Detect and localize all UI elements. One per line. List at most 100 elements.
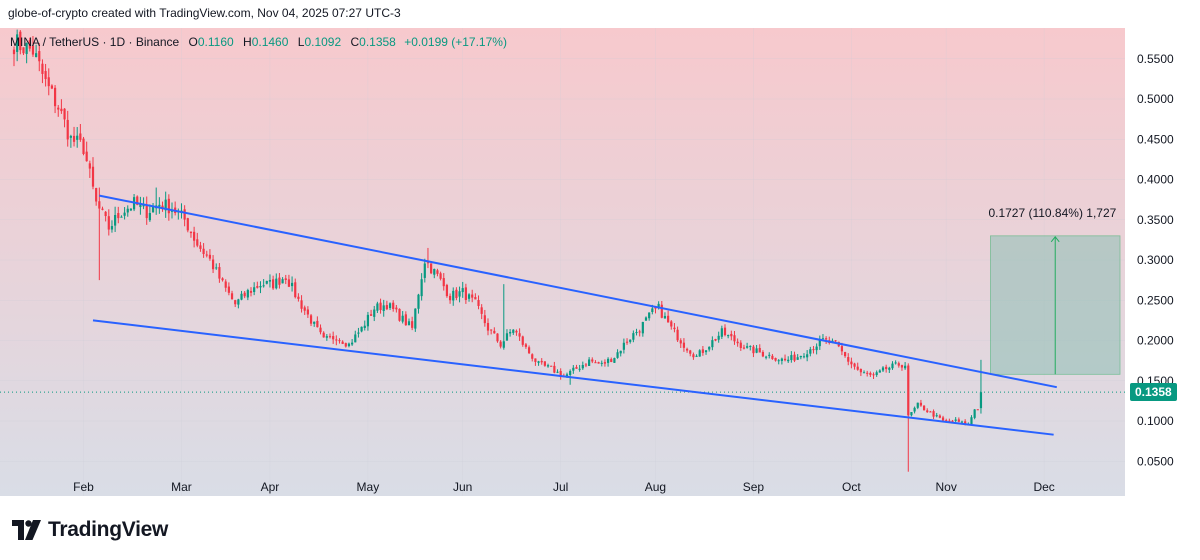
candle[interactable] <box>240 290 243 301</box>
candle[interactable] <box>445 283 449 298</box>
candle[interactable] <box>328 333 332 339</box>
candle[interactable] <box>360 326 363 333</box>
candle[interactable] <box>243 290 246 299</box>
candle[interactable] <box>474 293 477 300</box>
candle[interactable] <box>72 126 76 147</box>
candle[interactable] <box>812 345 815 354</box>
candle[interactable] <box>300 295 303 313</box>
candle[interactable] <box>31 36 35 57</box>
candle[interactable] <box>120 215 123 218</box>
candle[interactable] <box>335 335 338 346</box>
candle[interactable] <box>711 336 714 351</box>
candle[interactable] <box>872 372 875 379</box>
candle[interactable] <box>850 357 853 369</box>
candle[interactable] <box>559 368 562 380</box>
candle[interactable] <box>616 349 619 359</box>
candlestick-series[interactable] <box>12 29 983 472</box>
candle[interactable] <box>524 343 528 349</box>
candle[interactable] <box>531 353 534 362</box>
candle[interactable] <box>287 274 291 288</box>
candle[interactable] <box>404 311 407 326</box>
time-axis[interactable]: Feb Mar Apr May Jun Jul Aug Sep Oct Nov Dec <box>73 480 1055 494</box>
candle[interactable] <box>98 187 101 281</box>
candle[interactable] <box>521 335 524 347</box>
candle[interactable] <box>382 299 385 317</box>
candle[interactable] <box>613 357 616 363</box>
candle[interactable] <box>22 47 25 56</box>
candle[interactable] <box>768 352 771 359</box>
candle[interactable] <box>749 345 752 351</box>
candle[interactable] <box>578 364 581 372</box>
candle[interactable] <box>818 335 821 350</box>
candle[interactable] <box>777 359 780 365</box>
candle[interactable] <box>692 352 695 360</box>
candle[interactable] <box>597 361 600 364</box>
candle[interactable] <box>638 329 641 337</box>
candle[interactable] <box>28 37 31 52</box>
candle[interactable] <box>625 338 629 345</box>
candle[interactable] <box>407 318 411 326</box>
candle[interactable] <box>723 324 727 337</box>
candle[interactable] <box>47 68 50 96</box>
candle[interactable] <box>701 345 704 356</box>
candle[interactable] <box>888 366 891 373</box>
candle[interactable] <box>629 339 632 344</box>
candle[interactable] <box>341 340 344 345</box>
candle[interactable] <box>764 355 768 360</box>
candle[interactable] <box>95 187 98 206</box>
candle[interactable] <box>338 338 341 344</box>
candle[interactable] <box>25 42 28 64</box>
candle[interactable] <box>392 300 395 312</box>
candle[interactable] <box>414 308 417 332</box>
candle[interactable] <box>885 364 888 373</box>
candle[interactable] <box>202 243 205 258</box>
candle[interactable] <box>224 279 227 292</box>
candle[interactable] <box>66 110 69 147</box>
symbol-title[interactable]: MINA / TetherUS · 1D · Binance <box>10 35 180 49</box>
candle[interactable] <box>648 312 651 321</box>
candle[interactable] <box>591 357 594 364</box>
candle[interactable] <box>689 349 692 357</box>
candle[interactable] <box>433 268 436 279</box>
candle[interactable] <box>256 281 259 289</box>
candle[interactable] <box>123 207 126 220</box>
candle[interactable] <box>540 358 543 365</box>
candle[interactable] <box>76 127 79 148</box>
candle[interactable] <box>553 361 556 374</box>
candle[interactable] <box>91 157 95 190</box>
candle[interactable] <box>303 305 306 315</box>
candle[interactable] <box>742 344 746 350</box>
candle[interactable] <box>679 338 682 348</box>
candle[interactable] <box>262 279 265 288</box>
candle[interactable] <box>196 232 199 248</box>
candle[interactable] <box>148 204 151 222</box>
candle[interactable] <box>426 247 430 269</box>
candle[interactable] <box>856 362 859 371</box>
candle[interactable] <box>167 194 170 221</box>
candle[interactable] <box>790 351 793 363</box>
candle[interactable] <box>606 357 610 367</box>
candle[interactable] <box>821 334 825 340</box>
candle[interactable] <box>685 347 689 353</box>
candle[interactable] <box>205 250 208 258</box>
candle[interactable] <box>727 334 730 339</box>
candle[interactable] <box>641 321 644 337</box>
candle[interactable] <box>464 283 467 304</box>
candle[interactable] <box>758 344 761 353</box>
candle[interactable] <box>806 350 809 362</box>
candle[interactable] <box>145 196 148 225</box>
candle[interactable] <box>442 273 445 291</box>
candle[interactable] <box>347 342 351 348</box>
candle[interactable] <box>41 59 44 84</box>
price-range-measure[interactable] <box>990 235 1121 375</box>
candle[interactable] <box>272 275 275 290</box>
candle[interactable] <box>186 217 189 233</box>
candle[interactable] <box>761 350 765 358</box>
candle[interactable] <box>752 344 755 358</box>
candle[interactable] <box>193 226 196 248</box>
candle[interactable] <box>57 105 60 117</box>
candle[interactable] <box>452 287 455 306</box>
candle[interactable] <box>900 364 904 371</box>
candle[interactable] <box>584 362 588 368</box>
candle[interactable] <box>546 363 550 368</box>
